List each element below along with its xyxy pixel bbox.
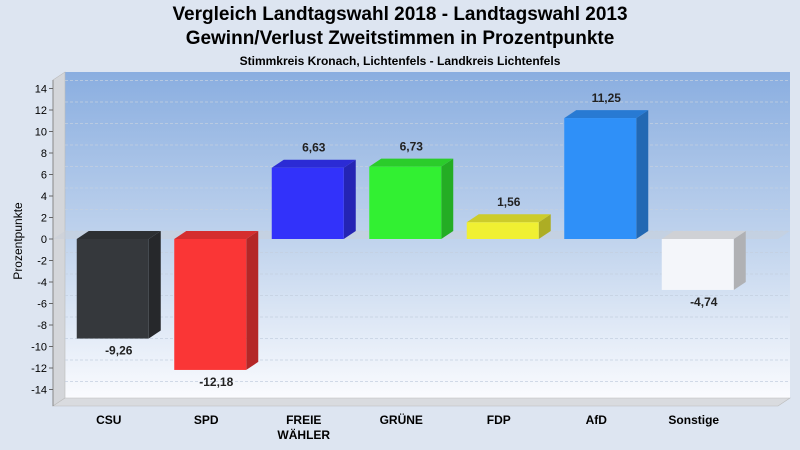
bar [76,231,161,339]
y-tick-label: -4 [37,277,47,289]
y-tick-label: 14 [35,84,47,96]
bar [466,214,551,239]
data-label: -12,18 [199,375,233,389]
bar [271,159,356,239]
data-label: 1,56 [497,195,521,209]
y-tick-label: 10 [35,127,47,139]
bar-front [661,239,734,290]
x-tick-label: WÄHLER [277,427,330,442]
bar-side [246,231,259,370]
bar-side [733,231,746,290]
y-tick-label: 0 [41,234,47,246]
chart-subtitle: Stimmkreis Kronach, Lichtenfels - Landkr… [239,54,561,68]
x-tick-label: Sonstige [668,413,719,427]
bar [661,231,746,290]
bar-front [564,118,637,239]
y-tick-label: -14 [31,385,47,397]
data-label: -4,74 [690,295,718,309]
y-tick-label: -8 [37,320,47,332]
y-axis-label: Prozentpunkte [11,202,25,280]
x-tick-label: FREIE [286,413,321,427]
bar-side [636,110,649,239]
bar [369,158,454,239]
bar-side [441,158,454,239]
y-tick-label: 8 [41,148,47,160]
data-label: 6,73 [400,140,424,154]
bar-front [271,167,344,239]
x-tick-label: FDP [487,413,511,427]
bar [174,231,259,370]
x-tick-label: AfD [586,413,608,427]
bar-top [174,231,259,239]
bar-front [369,166,442,239]
y-tick-label: -2 [37,256,47,268]
bar-top [76,231,161,239]
bar [564,110,649,239]
plot-floor [52,397,791,407]
bar-front [466,222,539,239]
bar-top [271,159,356,168]
bar-side [538,214,551,239]
bar-side [148,231,161,339]
y-tick-label: 12 [35,105,47,117]
data-label: 11,25 [592,91,622,105]
data-label: -9,26 [105,344,133,358]
chart-title: Vergleich Landtagswahl 2018 - Landtagswa… [172,4,628,25]
bar-top [564,110,649,119]
x-tick-label: SPD [194,413,219,427]
bar-front [76,239,149,339]
bar-top [661,231,746,239]
data-label: 6,63 [302,141,326,155]
bar-side [343,159,356,239]
y-tick-label: -12 [31,363,47,375]
y-tick-label: 2 [41,213,47,225]
x-tick-label: CSU [96,413,121,427]
y-tick-label: -6 [37,299,47,311]
bar-top [466,214,551,223]
y-tick-label: 6 [41,170,47,182]
chart-title-line2: Gewinn/Verlust Zweitstimmen in Prozentpu… [185,28,615,49]
bar-front [174,239,247,370]
x-tick-label: GRÜNE [380,412,423,427]
y-tick-label: 4 [41,191,47,203]
y-tick-label: -10 [31,342,47,354]
bar-top [369,158,454,167]
